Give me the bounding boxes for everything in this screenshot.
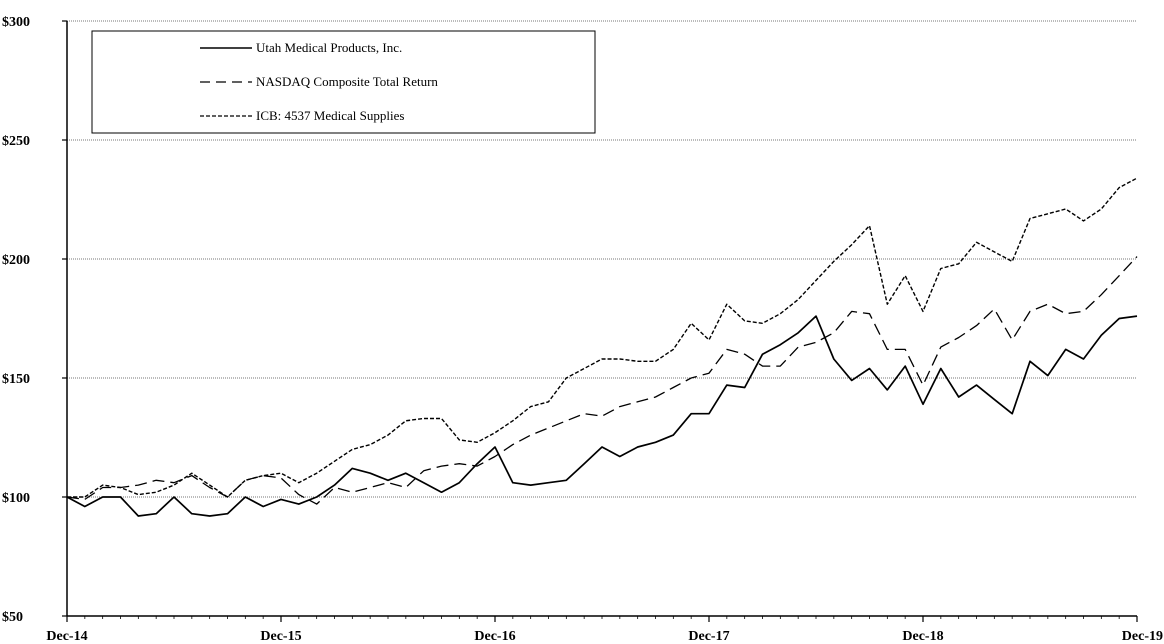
series-line-icb-4537-medical-supplies	[67, 177, 1138, 498]
series-layer	[66, 177, 1138, 517]
y-tick-label-300: $300	[2, 15, 30, 30]
x-axis-tick-labels: Dec-14 Dec-15 Dec-16 Dec-17 Dec-18 Dec-19	[46, 629, 1163, 644]
series-line-nasdaq-composite-total-return	[66, 256, 1138, 505]
x-tick-label-dec-19: Dec-19	[1122, 629, 1163, 644]
y-tick-label-200: $200	[2, 253, 30, 268]
axes	[62, 20, 1138, 622]
legend-label-nasdaq: NASDAQ Composite Total Return	[256, 74, 438, 89]
x-tick-label-dec-14: Dec-14	[46, 629, 87, 644]
y-tick-label-50: $50	[2, 610, 23, 625]
x-tick-label-dec-15: Dec-15	[260, 629, 301, 644]
y-tick-label-250: $250	[2, 134, 30, 149]
legend-label-utah: Utah Medical Products, Inc.	[256, 40, 402, 55]
y-tick-label-150: $150	[2, 372, 30, 387]
x-tick-label-dec-17: Dec-17	[688, 629, 729, 644]
series-line-utah-medical-products-inc	[66, 315, 1138, 517]
y-tick-label-100: $100	[2, 491, 30, 506]
legend-label-icb: ICB: 4537 Medical Supplies	[256, 108, 404, 123]
y-axis-tick-labels: $50 $100 $150 $200 $250 $300	[2, 15, 30, 625]
x-tick-label-dec-16: Dec-16	[474, 629, 515, 644]
legend-box	[91, 30, 596, 134]
x-tick-label-dec-18: Dec-18	[902, 629, 943, 644]
legend: Utah Medical Products, Inc. NASDAQ Compo…	[91, 30, 596, 134]
